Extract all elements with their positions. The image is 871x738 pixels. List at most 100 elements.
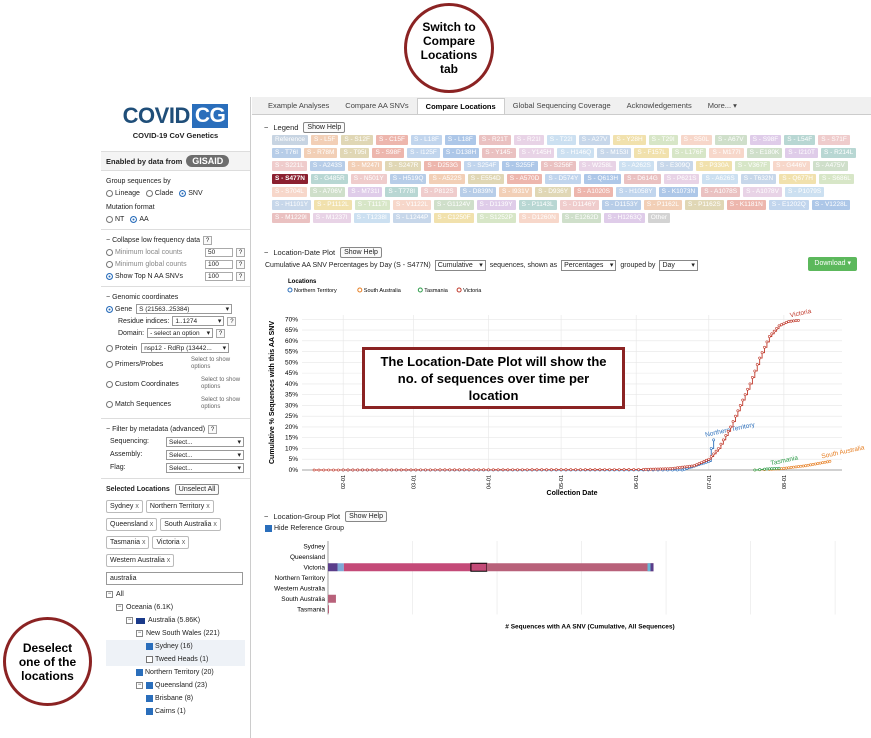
data-point[interactable]: [704, 458, 708, 462]
legend-chip[interactable]: S - V1228L: [811, 200, 851, 210]
data-point[interactable]: [317, 468, 321, 472]
data-point[interactable]: [419, 468, 423, 472]
data-point[interactable]: [540, 468, 544, 472]
location-group-show-help-button[interactable]: Show Help: [345, 510, 387, 522]
data-point[interactable]: [780, 467, 783, 471]
tab-global-sequencing-coverage[interactable]: Global Sequencing Coverage: [512, 101, 611, 110]
radio-min-local[interactable]: [106, 248, 113, 256]
data-point[interactable]: [755, 363, 759, 366]
tree-node[interactable]: − New South Wales (221): [106, 627, 245, 640]
legend-chip[interactable]: S - E1262D: [561, 213, 602, 223]
legend-chip[interactable]: S - S98F: [749, 135, 782, 145]
data-point[interactable]: [617, 468, 621, 471]
legend-chip[interactable]: S - T95I: [340, 148, 370, 158]
legend-chip[interactable]: S - C1250F: [434, 213, 474, 223]
remove-icon[interactable]: x: [135, 503, 139, 510]
data-point[interactable]: [658, 467, 662, 471]
tree-node[interactable]: − Oceania (6.1K): [106, 601, 245, 614]
tree-checkbox[interactable]: [136, 669, 143, 676]
data-point[interactable]: [656, 467, 660, 471]
legend-chip[interactable]: S - I210T: [785, 148, 819, 158]
data-point[interactable]: [341, 468, 345, 472]
tab-compare-aa-snvs[interactable]: Compare AA SNVs: [345, 101, 409, 110]
legend-label[interactable]: Northern Territory: [294, 288, 337, 294]
legend-chip[interactable]: S - A475V: [812, 161, 848, 171]
data-point[interactable]: [794, 319, 798, 323]
legend-chip[interactable]: S - E309Q: [656, 161, 694, 171]
legend-chip[interactable]: S - E554D: [467, 174, 504, 184]
tree-checkbox[interactable]: [146, 643, 153, 650]
radio-match[interactable]: [106, 400, 113, 408]
legend-chip[interactable]: S - P1162L: [643, 200, 682, 210]
legend-chip[interactable]: S - S255F: [502, 161, 538, 171]
data-point[interactable]: [709, 447, 713, 450]
data-point[interactable]: [777, 466, 781, 470]
data-point[interactable]: [622, 468, 626, 471]
location-date-chart[interactable]: Locations Northern Territory South Austral…: [252, 275, 871, 500]
data-point[interactable]: [351, 468, 355, 472]
legend-chip[interactable]: S - S221L: [272, 161, 307, 171]
legend-chip[interactable]: S - A27V: [578, 135, 611, 145]
legend-chip[interactable]: S - P812S: [421, 187, 457, 197]
bar-segment[interactable]: [647, 563, 651, 572]
data-point[interactable]: [361, 468, 364, 472]
metadata-header[interactable]: − Filter by metadata (advanced)?: [106, 423, 245, 435]
data-point[interactable]: [327, 468, 331, 472]
tab-compare-locations[interactable]: Compare Locations: [416, 98, 505, 114]
data-point[interactable]: [770, 467, 774, 471]
legend-label[interactable]: Tasmania: [424, 288, 448, 294]
legend-chip[interactable]: S - V1122L: [392, 200, 432, 210]
data-point[interactable]: [806, 463, 810, 467]
data-point[interactable]: [467, 468, 471, 472]
data-point[interactable]: [787, 466, 791, 470]
tree-checkbox[interactable]: [146, 695, 153, 702]
data-point[interactable]: [380, 468, 384, 472]
data-point[interactable]: [550, 468, 553, 472]
data-point[interactable]: [506, 468, 510, 472]
legend-chip[interactable]: S - Y145-: [482, 148, 516, 158]
legend-chip[interactable]: S - T29I: [648, 135, 678, 145]
legend-chip[interactable]: S - H1263Q: [604, 213, 645, 223]
radio-protein[interactable]: [106, 344, 113, 352]
data-point[interactable]: [627, 468, 631, 471]
legend-chip[interactable]: S - D1146Y: [559, 200, 599, 210]
legend-marker[interactable]: [417, 287, 423, 293]
legend-chip[interactable]: S - A262S: [618, 161, 654, 171]
genomic-header[interactable]: − Genomic coordinates: [106, 291, 245, 303]
legend-chip[interactable]: S - N501Y: [350, 174, 387, 184]
legend-chip[interactable]: S - S50L: [680, 135, 712, 145]
flag-select[interactable]: Select...: [166, 462, 244, 473]
legend-chip[interactable]: S - D839N: [459, 187, 497, 197]
data-point[interactable]: [680, 465, 684, 469]
radio-nt[interactable]: [106, 215, 113, 223]
min-global-help[interactable]: ?: [236, 259, 245, 269]
legend-chip[interactable]: S - S71F: [818, 135, 850, 145]
legend-chip[interactable]: S - A1078V: [743, 187, 783, 197]
data-point[interactable]: [794, 465, 798, 469]
bar-segment[interactable]: [328, 563, 338, 572]
data-point[interactable]: [726, 429, 730, 433]
unselect-all-button[interactable]: Unselect All: [174, 483, 220, 495]
mode-select[interactable]: Cumulative: [434, 259, 486, 271]
collapse-icon[interactable]: −: [264, 247, 269, 257]
legend-marker[interactable]: [357, 287, 363, 293]
data-point[interactable]: [365, 468, 369, 472]
legend-chip[interactable]: Reference: [272, 135, 308, 145]
data-point[interactable]: [758, 468, 762, 471]
tree-node[interactable]: Brisbane (8): [106, 692, 245, 705]
min-global-input[interactable]: 100: [205, 259, 233, 269]
data-point[interactable]: [821, 461, 825, 465]
legend-chip[interactable]: S - G446V: [773, 161, 810, 171]
data-point[interactable]: [746, 387, 749, 391]
legend-chip[interactable]: S - H1058Y: [616, 187, 656, 197]
data-point[interactable]: [593, 468, 597, 472]
location-group-chart[interactable]: Sydney Queensland Victoria Northern Territo…: [252, 537, 871, 637]
data-point[interactable]: [751, 376, 754, 379]
hide-ref-checkbox[interactable]: [265, 524, 272, 532]
data-point[interactable]: [724, 434, 728, 437]
data-point[interactable]: [690, 464, 694, 468]
legend-chip[interactable]: S - T1117I: [354, 200, 390, 210]
data-point[interactable]: [712, 438, 716, 442]
data-point[interactable]: [813, 462, 817, 466]
data-point[interactable]: [646, 467, 650, 471]
